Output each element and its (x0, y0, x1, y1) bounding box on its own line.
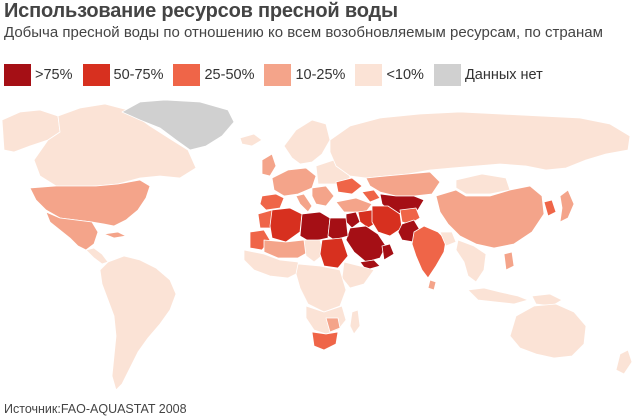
legend-label: 50-75% (113, 67, 164, 83)
legend-item-no-data: Данных нет (433, 64, 543, 86)
region-philippines (503, 251, 515, 271)
legend-label: 25-50% (204, 67, 255, 83)
legend-swatch (82, 64, 110, 86)
region-levant (345, 211, 361, 229)
region-mali-niger (263, 239, 313, 259)
region-korea (543, 199, 557, 217)
region-australia (509, 303, 587, 359)
region-oman (381, 243, 395, 261)
region-italy (295, 193, 313, 213)
legend-swatch (264, 64, 292, 86)
region-turkey (335, 197, 373, 213)
region-japan (559, 189, 575, 223)
region-indonesia (467, 287, 529, 305)
legend-label: 10-25% (295, 67, 346, 83)
region-new-zealand (615, 349, 633, 375)
region-south-america (99, 255, 177, 391)
legend-swatch (4, 64, 31, 86)
region-uk (261, 153, 277, 177)
map-subtitle: Добыча пресной воды по отношению ко всем… (4, 24, 603, 41)
region-central-america (85, 247, 109, 265)
region-russia (329, 111, 631, 179)
region-southeast-asia (455, 239, 487, 283)
source-note: Источник:FAO-AQUASTAT 2008 (4, 402, 187, 416)
region-madagascar (349, 309, 361, 335)
world-map (1, 99, 633, 391)
region-egypt (327, 217, 349, 241)
region-spain (259, 193, 285, 211)
region-mexico (45, 211, 99, 251)
region-iceland (239, 133, 263, 147)
region-south-asia-east (439, 231, 457, 247)
region-sri-lanka (427, 279, 437, 291)
region-kazakhstan (365, 171, 441, 197)
region-caucasus (361, 189, 381, 203)
region-ukraine (335, 177, 363, 195)
region-india (411, 225, 447, 279)
legend: >75% 50-75% 25-50% 10-25% <10% Данных не… (4, 64, 553, 86)
region-iran (371, 205, 403, 237)
legend-label: >75% (35, 67, 73, 83)
legend-swatch (173, 64, 201, 86)
region-greenland (121, 99, 235, 151)
legend-label: <10% (386, 67, 424, 83)
region-western-europe (271, 167, 317, 197)
region-new-guinea (531, 293, 563, 307)
region-usa (29, 179, 151, 227)
legend-item-10-25: 10-25% (264, 64, 345, 86)
region-libya (299, 211, 331, 243)
region-cuba (103, 231, 127, 239)
legend-swatch (433, 64, 461, 86)
legend-label: Данных нет (464, 67, 543, 83)
legend-swatch (355, 64, 383, 86)
region-mongolia (455, 173, 511, 195)
legend-item-gt75: >75% (4, 64, 73, 86)
region-chad (303, 239, 325, 263)
region-algeria (269, 207, 303, 243)
region-zimbabwe (325, 317, 341, 333)
map-title: Использование ресурсов пресной воды (4, 0, 398, 22)
region-sudan (319, 237, 349, 269)
region-west-africa (243, 249, 301, 279)
legend-item-lt10: <10% (355, 64, 424, 86)
legend-item-50-75: 50-75% (82, 64, 164, 86)
region-central-africa (295, 263, 347, 313)
region-balkans (311, 185, 335, 207)
region-south-africa (311, 331, 339, 351)
legend-item-25-50: 25-50% (173, 64, 254, 86)
region-scandinavia (283, 119, 331, 165)
region-saudi-arabia (345, 225, 387, 263)
region-china (435, 185, 545, 249)
